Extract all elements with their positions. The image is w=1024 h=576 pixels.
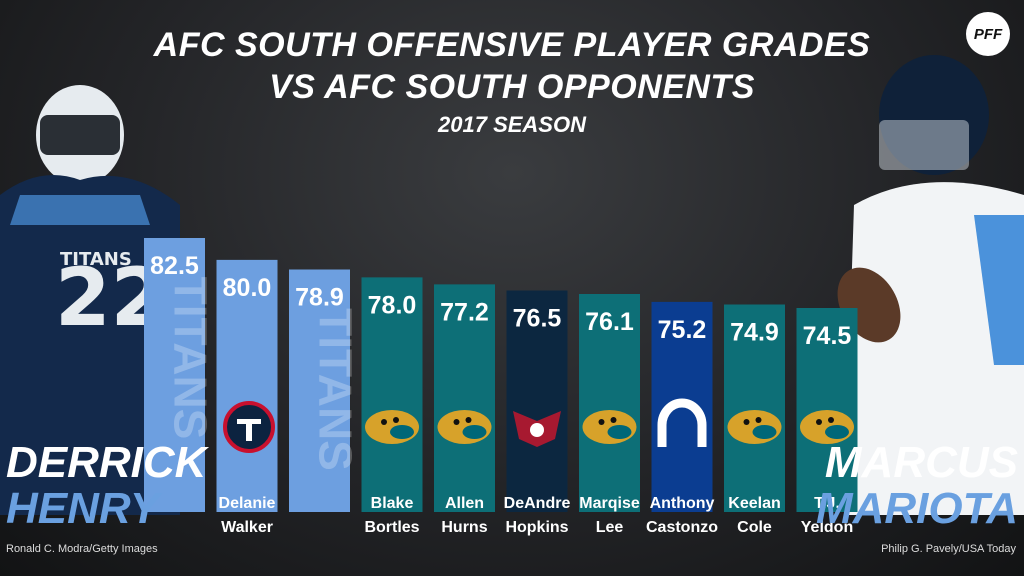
titans-watermark-text: TITANS [165,277,217,440]
bar-player-label: Cole [737,519,772,536]
bar-group: 75.2 Anthony Castonzo [646,301,718,536]
bar-group: 77.2 Allen Hurns [434,284,495,536]
titans-watermark-text: TITANS [310,308,362,471]
bar-value-label: 82.5 [150,252,199,280]
jaguars-logo-icon [800,410,854,444]
chart-title-block: AFC SOUTH OFFENSIVE PLAYER GRADES VS AFC… [0,24,1024,138]
bar-player-label: Yeldon [801,519,853,536]
bar [434,284,495,512]
bar-group: 74.5 T.J. Yeldon [796,308,858,536]
bar-player-label: Hopkins [505,519,568,536]
jaguars-logo-icon [727,410,782,444]
bar-player-label: Delanie [219,495,276,512]
bar [579,294,640,512]
right-player-first-name: MARCUS [824,438,1018,487]
bar-group: 76.5 DeAndre Hopkins [504,290,571,536]
bar-group: 78.0 Blake Bortles [361,277,423,536]
bar-player-label: Keelan [728,495,780,512]
bar-value-label: 74.9 [730,319,779,347]
titans-logo-icon [223,401,275,453]
bar-value-label: 75.2 [658,316,707,344]
pff-logo: PFF [966,12,1010,56]
marcus-mariota-photo [837,55,1024,515]
bar-player-label: Walker [221,519,273,536]
left-player-last-name: HENRY [6,484,160,533]
bar-value-label: 76.1 [585,308,634,336]
svg-text:TITANS: TITANS [60,249,132,270]
jaguars-logo-icon [437,410,492,444]
bar [144,238,205,512]
bar [361,277,423,512]
right-player-name: MARCUS MARIOTA [816,440,1018,532]
bar [216,259,278,512]
bar-player-label: Marqise [579,495,640,512]
left-photo-credit: Ronald C. Modra/Getty Images [6,543,158,555]
bar-value-label: 80.0 [223,274,272,302]
bar-player-label: T.J. [814,495,840,512]
bar-player-label: Blake [371,495,414,512]
right-photo-credit: Philip G. Pavely/USA Today [881,543,1016,555]
bar-player-label: Hurns [441,519,487,536]
bar-value-label: 76.5 [513,305,562,333]
right-player-last-name: MARIOTA [815,484,1018,533]
bar-value-label: 77.2 [440,298,489,326]
bar-player-label: Bortles [364,519,419,536]
bar-player-label: Lee [596,519,624,536]
bar [724,304,785,512]
bar-group: 76.1 Marqise Lee [579,294,640,536]
jaguars-logo-icon [365,410,419,444]
chart-title-line-1: AFC SOUTH OFFENSIVE PLAYER GRADES [153,26,871,64]
chart-title-line-2: VS AFC SOUTH OPPONENTS [269,68,755,106]
bar [506,290,568,512]
bar-value-label: 78.9 [295,284,344,312]
bar-group: 74.9 Keelan Cole [724,304,785,536]
bar-player-label: Castonzo [646,519,718,536]
colts-logo-icon [657,398,707,447]
bar-value-label: 78.0 [368,291,417,319]
chart-subtitle: 2017 SEASON [438,112,586,137]
bar-player-label: DeAndre [504,495,571,512]
left-player-first-name: DERRICK [6,438,207,487]
bar-group: 80.0 Delanie Walker [216,259,278,536]
bar-value-label: 74.5 [803,322,852,350]
left-player-name: DERRICK HENRY [6,440,206,532]
jaguars-logo-icon [582,410,637,444]
bar-player-label: Anthony [650,495,715,512]
bar [289,269,350,512]
texans-logo-icon [513,411,561,447]
bar-player-label: Allen [445,495,484,512]
